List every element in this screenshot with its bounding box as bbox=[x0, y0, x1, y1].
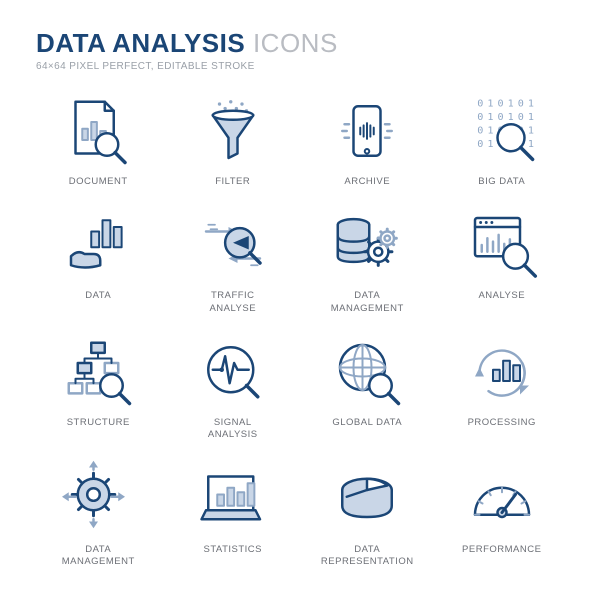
structure-icon bbox=[57, 331, 139, 413]
page-subtitle: 64×64 PIXEL PERFECT, EDITABLE STROKE bbox=[36, 61, 564, 72]
svg-text:1: 1 bbox=[528, 125, 534, 136]
svg-text:0: 0 bbox=[497, 112, 503, 123]
svg-text:0: 0 bbox=[477, 98, 483, 109]
icon-cell-data-management: DATAMANAGEMENT bbox=[305, 204, 430, 315]
icon-label: FILTER bbox=[215, 176, 250, 188]
icon-label: DATAMANAGEMENT bbox=[331, 290, 404, 315]
data-representation-icon bbox=[326, 458, 408, 540]
icon-cell-traffic-analyse: TRAFFICANALYSE bbox=[171, 204, 296, 315]
icon-grid: DOCUMENT FILTER ARCHIVE01010101010101010… bbox=[36, 90, 564, 568]
icon-label: SIGNALANALYSIS bbox=[208, 417, 258, 442]
svg-text:1: 1 bbox=[487, 98, 493, 109]
data-management-2-icon bbox=[57, 458, 139, 540]
svg-text:0: 0 bbox=[497, 98, 503, 109]
svg-text:1: 1 bbox=[507, 98, 513, 109]
icon-cell-big-data: 010101010101010101010101 BIG DATA bbox=[440, 90, 565, 188]
icon-cell-performance: PERFORMANCE bbox=[440, 458, 565, 569]
svg-text:1: 1 bbox=[507, 112, 513, 123]
signal-analysis-icon bbox=[192, 331, 274, 413]
svg-text:0: 0 bbox=[477, 139, 483, 150]
traffic-analyse-icon bbox=[192, 204, 274, 286]
icon-cell-global-data: GLOBAL DATA bbox=[305, 331, 430, 442]
icon-cell-processing: PROCESSING bbox=[440, 331, 565, 442]
icon-cell-document: DOCUMENT bbox=[36, 90, 161, 188]
title-sub: ICONS bbox=[253, 28, 338, 58]
svg-text:0: 0 bbox=[518, 112, 524, 123]
big-data-icon: 010101010101010101010101 bbox=[461, 90, 543, 172]
icon-label: PERFORMANCE bbox=[462, 544, 541, 556]
icon-label: DOCUMENT bbox=[69, 176, 128, 188]
icon-cell-data-management-2: DATAMANAGEMENT bbox=[36, 458, 161, 569]
icon-label: DATA bbox=[85, 290, 111, 302]
svg-text:1: 1 bbox=[487, 125, 493, 136]
icon-label: ANALYSE bbox=[478, 290, 525, 302]
statistics-icon bbox=[192, 458, 274, 540]
icon-label: TRAFFICANALYSE bbox=[209, 290, 256, 315]
data-icon bbox=[57, 204, 139, 286]
icon-label: STRUCTURE bbox=[67, 417, 130, 429]
performance-icon bbox=[461, 458, 543, 540]
global-data-icon bbox=[326, 331, 408, 413]
header: DATA ANALYSIS ICONS 64×64 PIXEL PERFECT,… bbox=[36, 28, 564, 72]
svg-text:1: 1 bbox=[528, 139, 534, 150]
icon-cell-analyse: ANALYSE bbox=[440, 204, 565, 315]
icon-cell-structure: STRUCTURE bbox=[36, 331, 161, 442]
icon-label: ARCHIVE bbox=[344, 176, 390, 188]
svg-text:1: 1 bbox=[487, 112, 493, 123]
svg-text:1: 1 bbox=[487, 139, 493, 150]
icon-label: DATAREPRESENTATION bbox=[321, 544, 414, 569]
filter-icon bbox=[192, 90, 274, 172]
icon-cell-archive: ARCHIVE bbox=[305, 90, 430, 188]
archive-icon bbox=[326, 90, 408, 172]
svg-text:0: 0 bbox=[477, 112, 483, 123]
icon-label: DATAMANAGEMENT bbox=[62, 544, 135, 569]
icon-cell-data-representation: DATAREPRESENTATION bbox=[305, 458, 430, 569]
title-main: DATA ANALYSIS bbox=[36, 28, 245, 58]
svg-text:0: 0 bbox=[518, 98, 524, 109]
icon-label: GLOBAL DATA bbox=[332, 417, 402, 429]
icon-label: BIG DATA bbox=[478, 176, 525, 188]
svg-text:0: 0 bbox=[477, 125, 483, 136]
document-icon bbox=[57, 90, 139, 172]
icon-label: STATISTICS bbox=[204, 544, 262, 556]
page-title: DATA ANALYSIS ICONS bbox=[36, 28, 564, 59]
icon-cell-filter: FILTER bbox=[171, 90, 296, 188]
icon-cell-signal-analysis: SIGNALANALYSIS bbox=[171, 331, 296, 442]
processing-icon bbox=[461, 331, 543, 413]
icon-cell-statistics: STATISTICS bbox=[171, 458, 296, 569]
analyse-icon bbox=[461, 204, 543, 286]
svg-text:1: 1 bbox=[528, 112, 534, 123]
icon-label: PROCESSING bbox=[468, 417, 536, 429]
icon-cell-data: DATA bbox=[36, 204, 161, 315]
svg-text:1: 1 bbox=[528, 98, 534, 109]
data-management-icon bbox=[326, 204, 408, 286]
